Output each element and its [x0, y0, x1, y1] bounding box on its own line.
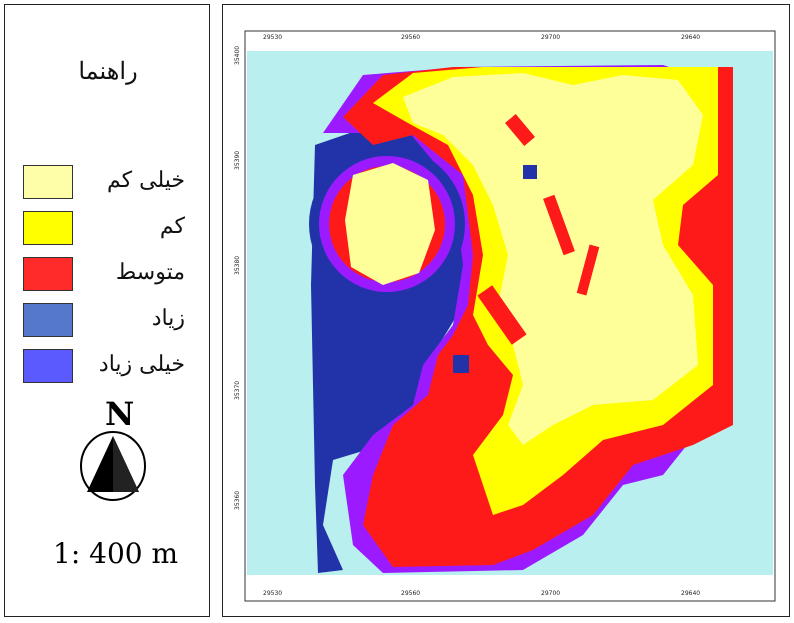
- left-tick-5: 35360: [234, 491, 241, 510]
- north-label: N: [105, 395, 135, 433]
- top-tick-1: 29530: [263, 34, 282, 41]
- top-tick-2: 29560: [401, 34, 420, 41]
- north-arrow-icon: [80, 431, 146, 501]
- left-tick-1: 35400: [234, 46, 241, 65]
- patch-medium-4: [576, 244, 600, 296]
- legend-item-very-high: خیلی زیاد: [23, 349, 203, 385]
- top-tick-4: 29640: [681, 34, 700, 41]
- patch-very-high-1: [523, 165, 537, 179]
- legend-label-high: زیاد: [151, 306, 185, 331]
- left-tick-3: 35380: [234, 256, 241, 275]
- left-tick-2: 35390: [234, 151, 241, 170]
- hazard-map: 29530 29560 29700 29640 29530 29560 2970…: [234, 30, 776, 602]
- patch-very-high-2: [453, 355, 469, 373]
- legend-label-low: کم: [159, 214, 185, 239]
- legend-label-very-high: خیلی زیاد: [98, 352, 185, 377]
- legend-panel: راهنما خیلی کم کم متوسط زیاد خیلی زیاد N…: [4, 4, 210, 617]
- legend-label-very-low: خیلی کم: [107, 168, 185, 193]
- bottom-tick-2: 29560: [401, 590, 420, 597]
- legend-swatch-very-low: [23, 165, 73, 199]
- bottom-tick-3: 29700: [541, 590, 560, 597]
- legend-label-medium: متوسط: [115, 260, 185, 285]
- scale-label: 1: 400 m: [53, 537, 179, 570]
- legend-swatch-medium: [23, 257, 73, 291]
- legend-swatch-low: [23, 211, 73, 245]
- left-tick-4: 35370: [234, 381, 241, 400]
- legend-swatch-high: [23, 303, 73, 337]
- legend-item-high: زیاد: [23, 303, 203, 339]
- legend-item-medium: متوسط: [23, 257, 203, 293]
- legend-swatch-very-high: [23, 349, 73, 383]
- bottom-tick-1: 29530: [263, 590, 282, 597]
- patch-medium-2: [543, 194, 575, 256]
- bottom-tick-4: 29640: [681, 590, 700, 597]
- patch-medium-3: [477, 285, 527, 345]
- zone-very-low: [403, 73, 703, 445]
- patch-medium-1: [504, 114, 536, 146]
- legend-title: راهنما: [78, 57, 138, 85]
- legend-item-very-low: خیلی کم: [23, 165, 203, 201]
- top-tick-3: 29700: [541, 34, 560, 41]
- circle-core: [345, 163, 435, 285]
- legend-item-low: کم: [23, 211, 203, 247]
- map-panel: 29530 29560 29700 29640 29530 29560 2970…: [222, 4, 790, 617]
